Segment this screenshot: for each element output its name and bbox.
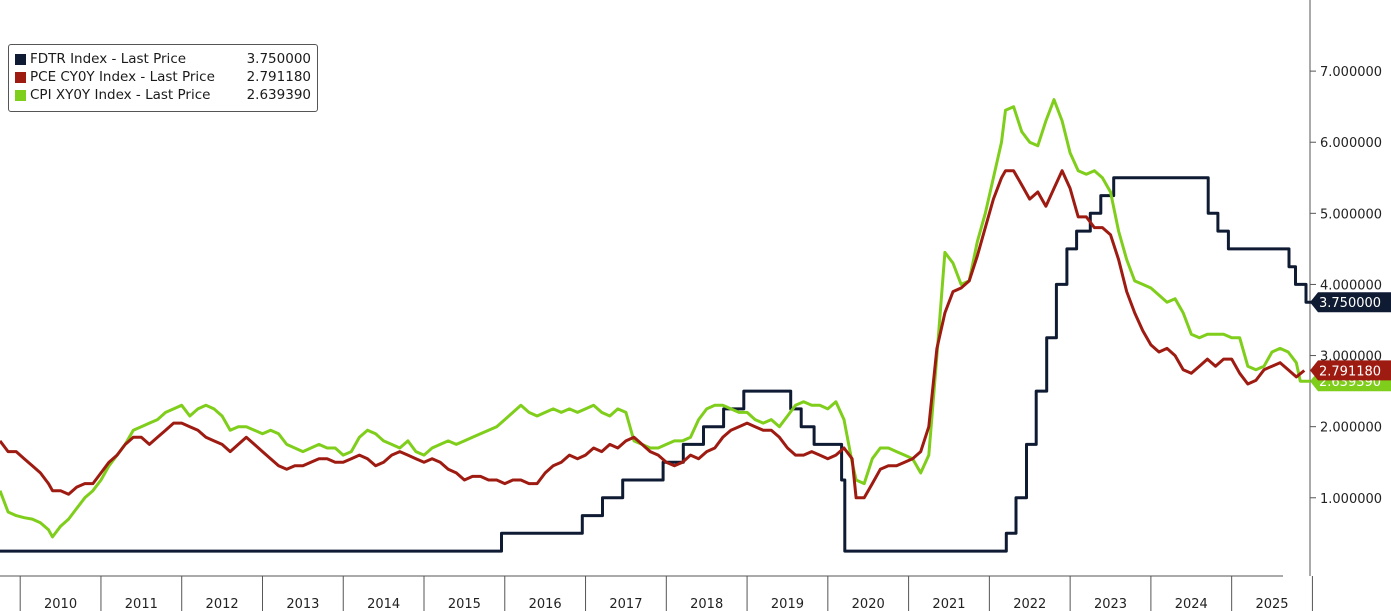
- legend-label: FDTR Index - Last Price: [30, 51, 187, 67]
- x-tick-label: 2021: [932, 597, 965, 611]
- x-tick-label: 2012: [206, 597, 239, 611]
- x-axis: 2010 2011 2012 2013 2014 2015 2016 2017 2018 2019…: [19, 576, 1313, 611]
- last-value-tag-0: 3.750000: [1310, 292, 1391, 313]
- x-tick-label: 2025: [1255, 597, 1288, 611]
- x-tick-label: 2024: [1175, 597, 1208, 611]
- y-tick-label: 7.000000: [1320, 65, 1382, 80]
- legend-label: PCE CY0Y Index - Last Price: [30, 69, 215, 85]
- legend-item-pce: PCE CY0Y Index - Last Price 2.791180: [15, 68, 311, 86]
- legend-swatch-cpi: [15, 89, 26, 101]
- y-tick-label: 1.000000: [1320, 492, 1382, 507]
- y-tick-label: 2.000000: [1320, 421, 1382, 436]
- y-tick-label: 5.000000: [1320, 207, 1382, 222]
- x-tick-label: 2022: [1013, 597, 1046, 611]
- legend-item-fdtr: FDTR Index - Last Price 3.750000: [15, 50, 311, 68]
- x-tick-label: 2016: [529, 597, 562, 611]
- series-layer: [0, 98, 1316, 553]
- legend-value: 2.791180: [246, 69, 311, 85]
- legend-swatch-pce: [15, 71, 26, 83]
- y-axis: 1.0000002.0000003.0000004.0000005.000000…: [0, 0, 1382, 577]
- x-tick-label: 2023: [1094, 597, 1127, 611]
- last-value-tag-text: 3.750000: [1319, 296, 1381, 311]
- last-value-tag-bg: [1310, 292, 1391, 313]
- legend-swatch-fdtr: [15, 53, 26, 65]
- legend-item-cpi: CPI XY0Y Index - Last Price 2.639390: [15, 86, 311, 104]
- last-value-tag-bg: [1310, 360, 1391, 381]
- x-tick-label: 2020: [852, 597, 885, 611]
- last-value-tag-1: 2.791180: [1310, 360, 1391, 381]
- last-value-tag-text: 2.791180: [1319, 364, 1381, 379]
- x-tick-label: 2015: [448, 597, 481, 611]
- y-tick-label: 4.000000: [1320, 278, 1382, 293]
- x-tick-label: 2014: [367, 597, 400, 611]
- legend-label: CPI XY0Y Index - Last Price: [30, 87, 211, 103]
- x-tick-label: 2013: [286, 597, 319, 611]
- x-tick-label: 2017: [609, 597, 642, 611]
- x-tick-label: 2019: [771, 597, 804, 611]
- series-line-1: [0, 169, 1306, 500]
- series-line-0: [0, 176, 1316, 553]
- x-tick-label: 2011: [125, 597, 158, 611]
- y-tick-label: 6.000000: [1320, 136, 1382, 151]
- legend-value: 2.639390: [246, 87, 311, 103]
- legend: FDTR Index - Last Price 3.750000 PCE CY0…: [8, 44, 318, 112]
- series-line-2: [0, 98, 1310, 539]
- x-tick-label: 2010: [44, 597, 77, 611]
- x-tick-label: 2018: [690, 597, 723, 611]
- legend-value: 3.750000: [246, 51, 311, 67]
